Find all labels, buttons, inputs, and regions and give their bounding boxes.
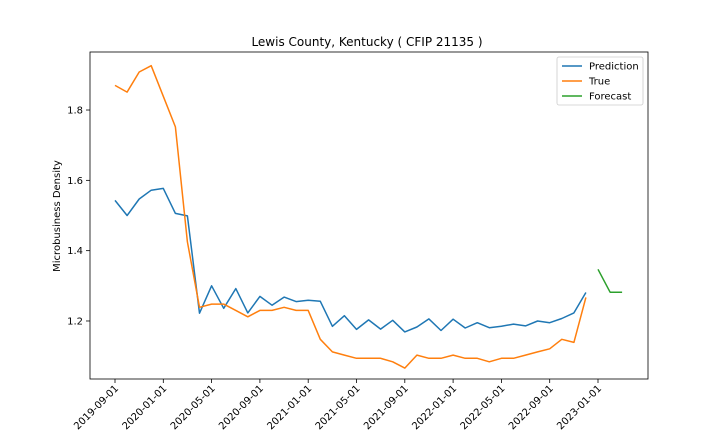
series-lines bbox=[114, 64, 623, 369]
legend-box bbox=[556, 56, 644, 106]
x-axis: 2019-09-01 2020-01-01 2020-05-01 2020-09-01… bbox=[72, 379, 604, 432]
series-line-true bbox=[114, 64, 587, 369]
legend-label: Prediction bbox=[589, 62, 639, 73]
legend: Prediction True Forecast bbox=[556, 56, 644, 106]
x-tick-label: 2022-05-01 bbox=[459, 383, 508, 432]
x-tick-label: 2023-01-01 bbox=[555, 383, 604, 432]
chart-title: Lewis County, Kentucky ( CFIP 21135 ) bbox=[251, 35, 482, 49]
x-tick-label: 2021-09-01 bbox=[362, 383, 411, 432]
x-tick-label: 2019-09-01 bbox=[72, 383, 121, 432]
y-tick-label: 1.2 bbox=[67, 316, 83, 327]
series-line-prediction bbox=[114, 187, 587, 333]
legend-label: Forecast bbox=[589, 92, 631, 103]
series-line-forecast bbox=[597, 268, 623, 293]
x-tick-label: 2021-05-01 bbox=[314, 383, 363, 432]
y-axis-label: Microbusiness Density bbox=[52, 160, 63, 272]
x-tick-label: 2021-01-01 bbox=[265, 383, 314, 432]
y-tick-label: 1.6 bbox=[67, 176, 83, 187]
y-tick-label: 1.8 bbox=[67, 106, 83, 117]
y-axis: 1.2 1.4 1.6 1.8 bbox=[67, 106, 90, 327]
x-tick-label: 2022-01-01 bbox=[410, 383, 459, 432]
x-tick-label: 2022-09-01 bbox=[507, 383, 556, 432]
x-tick-label: 2020-01-01 bbox=[121, 383, 170, 432]
legend-label: True bbox=[588, 77, 610, 88]
y-tick-label: 1.4 bbox=[67, 246, 83, 257]
x-tick-label: 2020-09-01 bbox=[217, 383, 266, 432]
x-tick-label: 2020-05-01 bbox=[169, 383, 218, 432]
